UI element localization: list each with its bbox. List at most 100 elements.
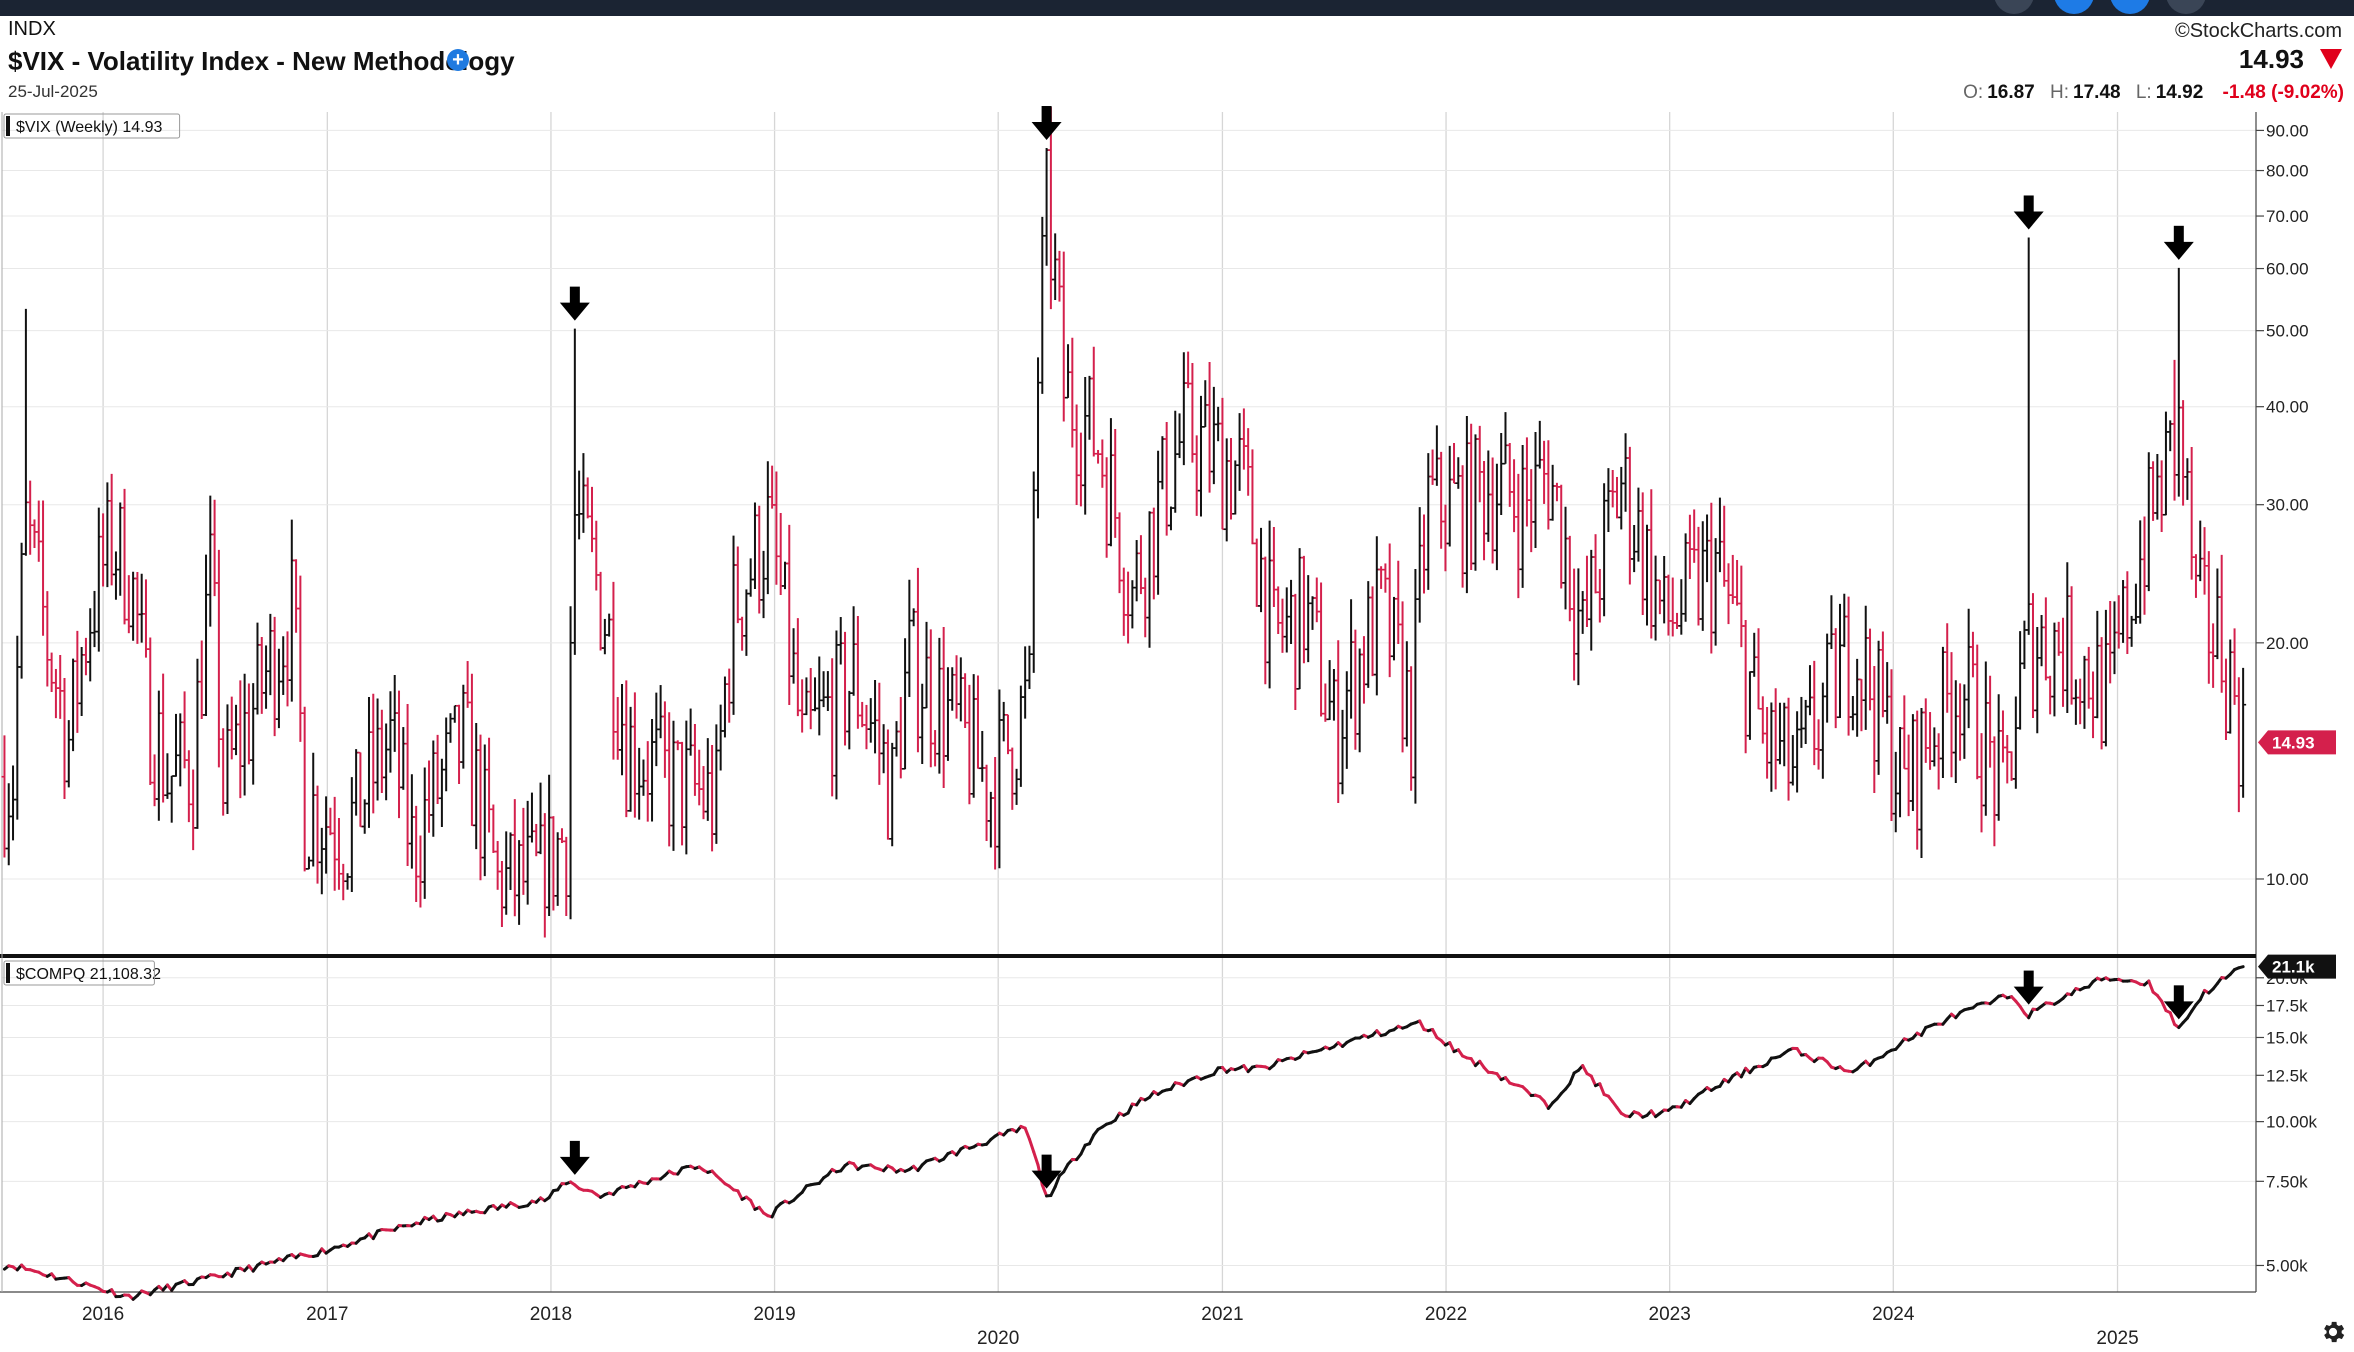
compq-segment	[1589, 1074, 1598, 1088]
vix-bar	[2029, 593, 2036, 719]
x-tick-label-2018: 2018	[530, 1304, 572, 1325]
vix-bar	[241, 673, 248, 796]
toolbar-button-3[interactable]	[2110, 0, 2150, 14]
down-arrow-icon-head	[2013, 211, 2044, 230]
x-tick-label-2024: 2024	[1872, 1304, 1915, 1325]
vix-bar	[597, 571, 604, 651]
vix-bar	[464, 661, 471, 708]
vix-bar	[691, 724, 698, 796]
x-tick-label-2019: 2019	[753, 1304, 795, 1325]
vix-bar	[1652, 555, 1659, 641]
vix-bar	[1219, 397, 1226, 531]
vix-bar	[2047, 675, 2054, 715]
brand-logo[interactable]: ©StockCharts.com	[2174, 20, 2342, 42]
vix-bar	[1013, 768, 1020, 805]
vix-bar	[1125, 571, 1132, 644]
vix-bar	[962, 673, 969, 728]
vix-bar	[1635, 487, 1642, 562]
toolbar-button-2[interactable]	[2054, 0, 2094, 14]
vix-bar	[1146, 511, 1153, 648]
vix-bar	[310, 752, 317, 867]
vix-bar	[2218, 554, 2225, 693]
vix-bar	[747, 558, 754, 597]
vix-last-tag-bg	[2258, 730, 2336, 755]
vix-bar	[1155, 450, 1162, 595]
down-arrow-icon-head	[559, 302, 590, 321]
vix-bar	[1489, 457, 1496, 564]
vix-bar	[1476, 425, 1483, 503]
vix-bar	[2008, 751, 2015, 781]
vix-bar	[396, 690, 403, 819]
vix-bar	[957, 657, 964, 722]
vix-legend: $VIX (Weekly) 14.93	[3, 113, 181, 139]
vix-bar	[588, 486, 595, 553]
vix-bar	[100, 513, 107, 587]
vix-bar	[970, 674, 977, 798]
chart-date: 25-Jul-2025	[8, 82, 98, 101]
down-arrow-icon-head	[1031, 122, 1062, 141]
vix-bar	[781, 561, 788, 590]
vix-bar	[1270, 527, 1277, 608]
x-tick-label-2022: 2022	[1425, 1304, 1467, 1325]
vix-bar	[1408, 666, 1415, 791]
vix-bar	[580, 453, 587, 533]
vix-bar	[2085, 646, 2092, 709]
vix-bar	[481, 744, 488, 877]
vix-bar	[2090, 671, 2097, 739]
vix-bar	[1300, 555, 1307, 664]
vix-bar	[1133, 540, 1140, 602]
gear-icon[interactable]	[2319, 1318, 2347, 1346]
toolbar-button-1[interactable]	[1994, 0, 2034, 14]
vix-bar	[842, 631, 849, 746]
vix-bar	[2201, 527, 2208, 595]
compq-segment	[2168, 1011, 2177, 1026]
vix-bar	[631, 692, 638, 818]
vix-legend-bar	[6, 116, 10, 136]
vix-last-tag-text: 14.93	[2272, 733, 2315, 752]
vix-bar	[245, 683, 252, 765]
vix-bar	[2038, 614, 2045, 667]
vix-bar	[1279, 598, 1286, 653]
vix-bar	[1193, 435, 1200, 516]
vix-bar	[172, 713, 179, 777]
compq-legend-box	[3, 960, 155, 986]
compq-segment	[1079, 1143, 1087, 1156]
toolbar-button-4[interactable]	[2166, 0, 2206, 14]
vix-bar	[52, 668, 59, 719]
compq-segment	[1431, 1027, 1439, 1040]
x-tick-label-2016: 2016	[82, 1304, 124, 1325]
vix-bar	[1884, 662, 1891, 724]
vix-bar	[1390, 596, 1397, 661]
vix-bar	[78, 647, 85, 717]
vix-bar	[503, 831, 510, 915]
vix-bar	[1588, 549, 1595, 651]
vix-bar	[1043, 148, 1050, 266]
vix-bar	[1288, 579, 1295, 644]
compq-last-tag-bg	[2258, 954, 2336, 979]
vix-bar	[233, 704, 240, 756]
vix-bar	[74, 630, 81, 733]
vix-bar	[190, 769, 197, 851]
compq-legend: $COMPQ 21,108.32	[3, 960, 161, 986]
down-arrow-icon-head	[1031, 1170, 1062, 1189]
vix-bar	[1228, 438, 1235, 520]
vix-bar	[1601, 483, 1608, 617]
vix-bar	[837, 617, 844, 665]
vix-bar	[35, 500, 42, 562]
vix-bar	[1275, 586, 1282, 635]
vix-bar	[1266, 520, 1273, 689]
add-symbol-icon[interactable]: +	[447, 49, 469, 71]
vix-bar	[1369, 586, 1376, 677]
marker-arrows	[559, 106, 2194, 1189]
vix-bar	[833, 630, 840, 800]
vix-bar	[215, 549, 222, 768]
vix-bar	[563, 836, 570, 916]
compq-segment	[1027, 1137, 1036, 1154]
vix-bar	[1957, 683, 1964, 761]
vix-bar	[533, 823, 540, 857]
vix-bar	[1412, 568, 1419, 804]
compq-line	[2, 965, 2245, 1301]
vix-bar	[606, 613, 613, 637]
vix-bar	[1481, 461, 1488, 561]
